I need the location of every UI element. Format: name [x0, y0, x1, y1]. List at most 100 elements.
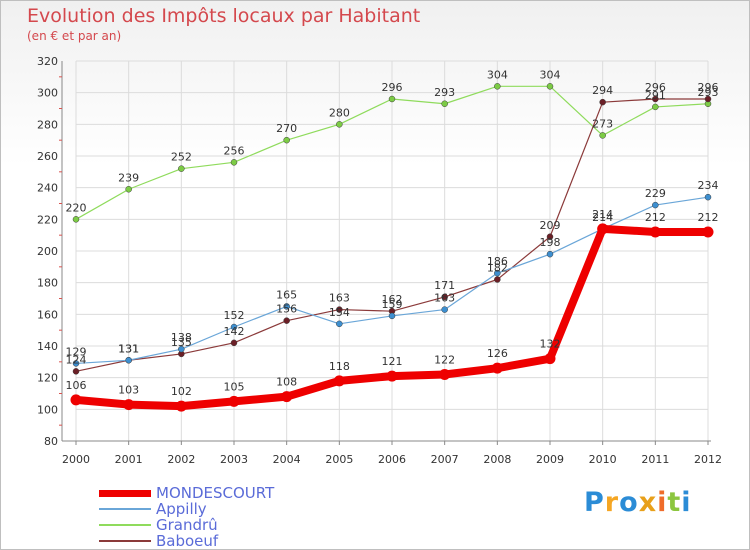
data-point-grandru-2006: [388, 95, 396, 103]
y-tick-label-200: 200: [37, 245, 58, 258]
data-label-grandru-2002: 252: [171, 151, 192, 164]
data-point-baboeuf-2004: [283, 317, 290, 324]
x-tick-label-2011: 2011: [641, 453, 669, 466]
data-label-appilly-2011: 229: [645, 187, 666, 200]
legend-swatch-appilly: [99, 508, 151, 510]
data-point-mondescourt-2004: [281, 391, 293, 403]
grid: [75, 60, 709, 442]
data-point-appilly-2009: [546, 250, 554, 258]
data-label-appilly-2006: 159: [382, 298, 403, 311]
x-tick-label-2005: 2005: [325, 453, 353, 466]
data-point-baboeuf-2012: [704, 95, 712, 103]
data-label-appilly-2008: 186: [487, 255, 508, 268]
logo-letter-0: P: [584, 487, 605, 518]
data-point-mondescourt-2006: [386, 370, 398, 382]
y-tick-label-300: 300: [37, 87, 58, 100]
data-label-baboeuf-2000: 124: [66, 353, 87, 366]
data-point-appilly-2006: [388, 312, 396, 320]
data-label-appilly-2009: 198: [540, 236, 561, 249]
data-label-mondescourt-2002: 102: [171, 385, 192, 398]
logo-letter-6: i: [681, 487, 692, 518]
data-label-mondescourt-2010: 214: [592, 208, 613, 221]
data-point-appilly-2004: [283, 303, 290, 310]
data-label-baboeuf-2002: 135: [171, 336, 192, 349]
data-point-mondescourt-2008: [491, 362, 503, 374]
proxiti-logo: Proxiti: [584, 487, 692, 518]
data-point-grandru-2002: [178, 165, 185, 172]
logo-letter-1: r: [604, 487, 620, 518]
data-point-grandru-2000: [72, 216, 80, 223]
data-label-mondescourt-2004: 108: [276, 376, 297, 389]
data-label-grandru-2006: 296: [382, 81, 403, 94]
y-tick-label-220: 220: [37, 213, 58, 226]
data-label-mondescourt-2009: 132: [540, 338, 561, 351]
data-label-grandru-2003: 256: [224, 144, 245, 157]
data-label-baboeuf-2008: 182: [487, 262, 508, 275]
data-label-grandru-2008: 304: [487, 68, 508, 81]
data-label-grandru-2005: 280: [329, 106, 350, 119]
data-point-grandru-2009: [546, 83, 554, 90]
x-tick-label-2001: 2001: [115, 453, 143, 466]
axes: 80 100 120 140 160 180 200 220 240 260 280 300 320 20…: [37, 55, 722, 466]
data-label-baboeuf-2004: 156: [276, 303, 297, 316]
data-point-appilly-2008: [494, 269, 501, 277]
data-label-appilly-2003: 152: [224, 309, 245, 322]
y-tick-label-180: 180: [37, 277, 58, 290]
data-label-grandru-2007: 293: [434, 86, 455, 99]
y-tick-label-260: 260: [37, 150, 58, 163]
series-layer: [70, 83, 714, 412]
legend-label-baboeuf: Baboeuf: [156, 532, 219, 550]
data-point-baboeuf-2003: [230, 339, 238, 347]
logo-letter-5: t: [667, 487, 682, 518]
y-tick-label-100: 100: [37, 403, 58, 416]
x-tick-label-2004: 2004: [273, 453, 301, 466]
data-label-mondescourt-2008: 126: [487, 347, 508, 360]
data-point-grandru-2008: [494, 83, 501, 90]
data-point-grandru-2011: [652, 103, 659, 111]
data-label-baboeuf-2007: 171: [434, 279, 455, 292]
data-point-grandru-2007: [441, 100, 448, 107]
data-label-baboeuf-2001: 131: [118, 342, 139, 355]
x-tick-label-2012: 2012: [694, 453, 722, 466]
logo-letter-4: i: [657, 487, 668, 518]
data-point-mondescourt-2010: [597, 223, 609, 235]
data-point-mondescourt-2012: [702, 226, 714, 238]
data-point-grandru-2005: [336, 121, 343, 128]
data-label-mondescourt-2007: 122: [434, 354, 455, 367]
data-point-appilly-2005: [336, 320, 343, 328]
data-point-mondescourt-2007: [439, 369, 451, 380]
data-label-mondescourt-2003: 105: [224, 380, 245, 393]
legend-swatch-baboeuf: [99, 540, 151, 542]
data-label-grandru-2010: 273: [592, 117, 613, 130]
data-point-appilly-2012: [704, 193, 712, 201]
data-label-appilly-2001: 131: [118, 342, 139, 355]
data-point-grandru-2001: [125, 186, 132, 193]
data-label-grandru-2000: 220: [66, 201, 87, 214]
legend-label-mondescourt: MONDESCOURT: [156, 484, 275, 502]
data-point-baboeuf-2010: [599, 98, 606, 106]
data-point-grandru-2003: [230, 159, 238, 166]
data-label-mondescourt-2001: 103: [118, 384, 139, 397]
data-label-baboeuf-2003: 142: [224, 325, 245, 338]
legend-label-grandru: Grandrû: [156, 516, 218, 534]
logo-letter-3: x: [638, 487, 658, 518]
data-point-grandru-2004: [283, 136, 290, 144]
x-tick-label-2006: 2006: [378, 453, 406, 466]
y-tick-label-160: 160: [37, 308, 58, 321]
y-tick-label-280: 280: [37, 118, 58, 131]
data-point-baboeuf-2005: [336, 306, 343, 313]
data-label-mondescourt-2011: 212: [645, 211, 666, 224]
data-point-grandru-2010: [599, 132, 606, 139]
data-label-appilly-2010: 214: [592, 211, 613, 224]
y-tick-label-80: 80: [44, 435, 58, 448]
legend-swatch-grandru: [99, 524, 151, 526]
data-point-baboeuf-2007: [441, 293, 448, 301]
chart-title: Evolution des Impôts locaux par Habitant: [27, 5, 421, 27]
data-point-baboeuf-2009: [546, 233, 554, 240]
y-tick-label-120: 120: [37, 372, 58, 385]
data-label-appilly-2012: 234: [698, 179, 719, 192]
data-label-baboeuf-2005: 163: [329, 292, 350, 305]
data-label-baboeuf-2009: 209: [540, 219, 561, 232]
